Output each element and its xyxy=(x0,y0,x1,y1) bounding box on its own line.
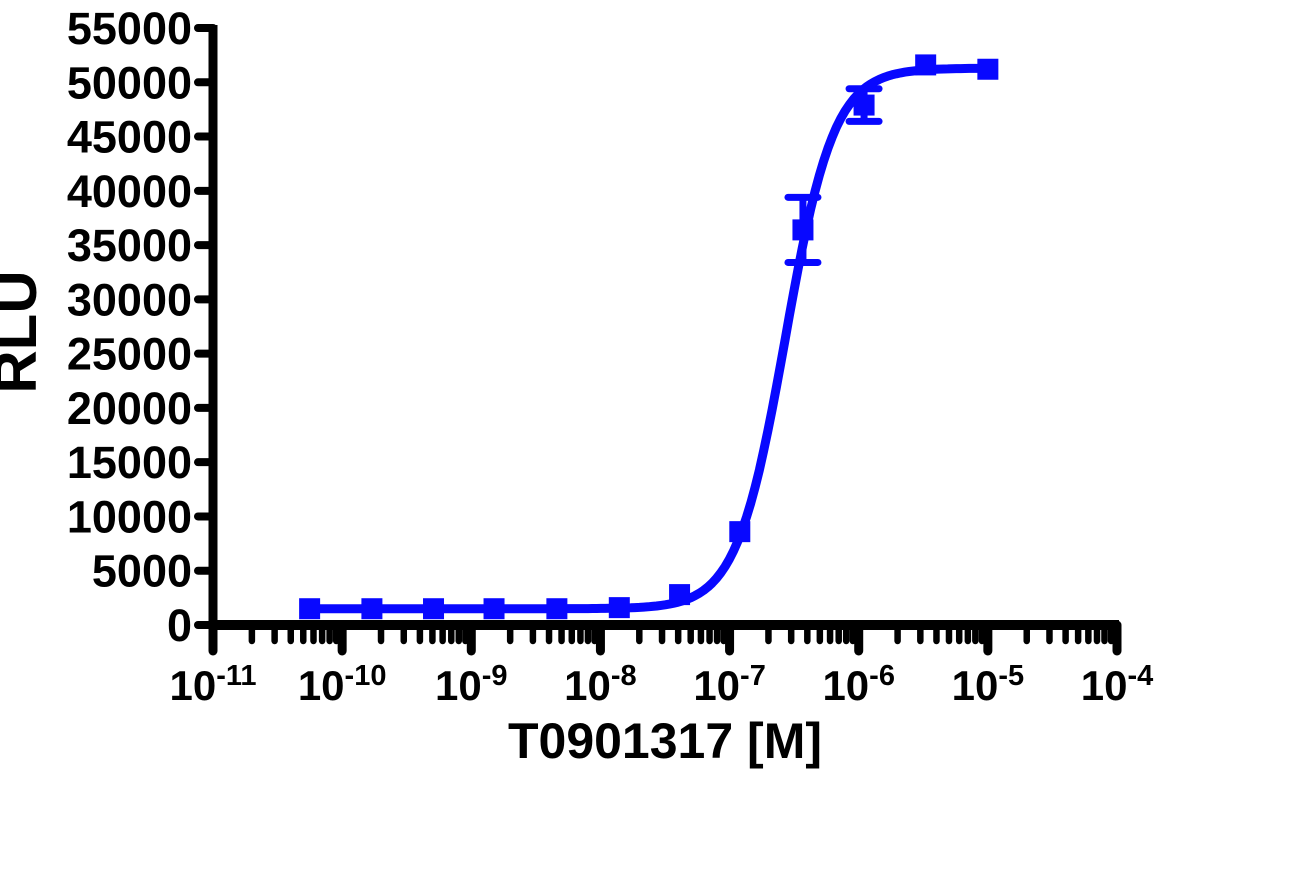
fit-curve xyxy=(301,63,996,614)
data-point-marker xyxy=(729,521,751,543)
y-tick-label: 5000 xyxy=(92,546,192,597)
data-point-marker xyxy=(853,94,875,116)
y-axis-title: RLU xyxy=(0,270,49,393)
data-point-marker xyxy=(608,597,630,619)
x-tick-label: 10-6 xyxy=(822,660,895,709)
y-tick-label: 35000 xyxy=(67,220,192,271)
x-tick-label: 10-5 xyxy=(952,660,1025,709)
data-point-marker xyxy=(915,54,937,76)
data-point-marker xyxy=(792,219,814,241)
y-tick-label: 25000 xyxy=(67,329,192,380)
y-tick-label: 20000 xyxy=(67,383,192,434)
y-tick-label: 40000 xyxy=(67,166,192,217)
x-tick-label: 10-10 xyxy=(298,660,387,709)
y-tick-label: 15000 xyxy=(67,437,192,488)
x-axis-title: T0901317 [M] xyxy=(508,713,822,769)
data-point-marker xyxy=(483,598,505,620)
y-tick-label: 10000 xyxy=(67,491,192,542)
data-point-marker xyxy=(361,598,383,620)
x-tick-label: 10-4 xyxy=(1081,660,1154,709)
y-tick-label: 0 xyxy=(167,600,192,651)
data-point-marker xyxy=(546,598,568,620)
x-tick-label: 10-7 xyxy=(693,660,766,709)
x-tick-label: 10-9 xyxy=(435,660,508,709)
data-point-marker xyxy=(977,58,999,80)
data-point-marker xyxy=(299,598,321,620)
x-tick-label: 10-11 xyxy=(169,660,256,709)
y-tick-label: 45000 xyxy=(67,112,192,163)
y-tick-label: 30000 xyxy=(67,274,192,325)
data-point-marker xyxy=(423,598,445,620)
x-tick-label: 10-8 xyxy=(564,660,637,709)
y-tick-label: 50000 xyxy=(67,57,192,108)
data-point-marker xyxy=(669,584,691,606)
y-tick-label: 55000 xyxy=(67,3,192,54)
